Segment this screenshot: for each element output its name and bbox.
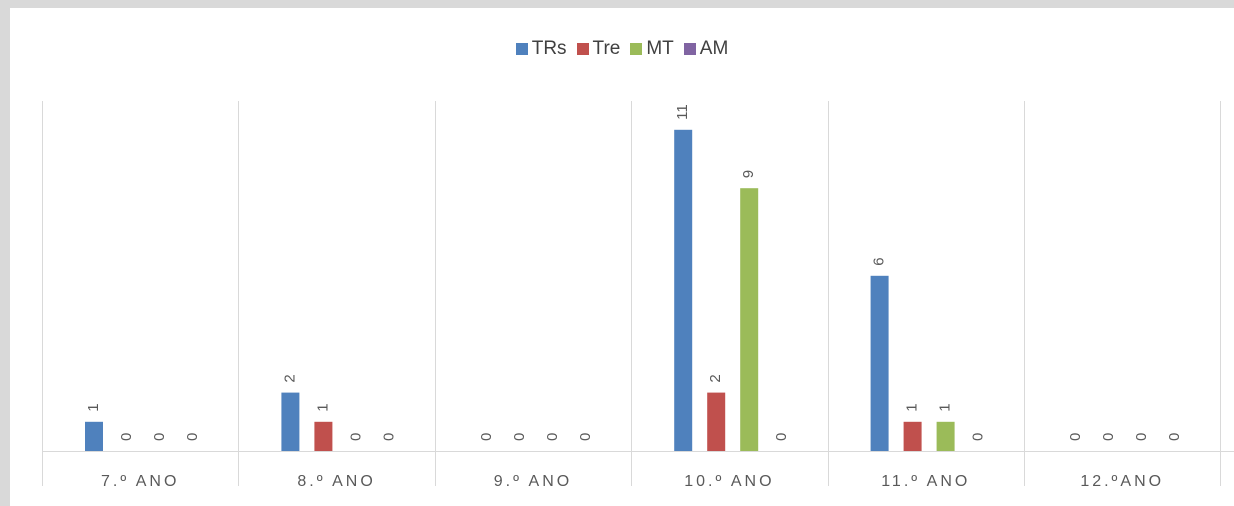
bar: [903, 421, 922, 451]
data-label: 6: [871, 257, 888, 265]
category-label: 8.º ANO: [297, 473, 375, 490]
bar: [707, 392, 726, 451]
data-label: 0: [970, 433, 987, 441]
category-label: 10.º ANO: [684, 473, 774, 490]
data-label: 9: [740, 170, 757, 178]
legend-swatch-am: [683, 43, 696, 55]
data-label: 0: [380, 433, 397, 441]
data-label: 0: [511, 433, 528, 441]
data-label: 0: [118, 433, 135, 441]
data-label: 1: [937, 403, 954, 411]
data-label: 0: [478, 433, 495, 441]
legend-item-mt: MT: [630, 38, 674, 60]
bar: [85, 421, 103, 451]
data-label: 2: [281, 374, 298, 382]
data-label: 0: [1067, 433, 1084, 441]
bar: [870, 275, 889, 451]
category-label: 11.º ANO: [881, 473, 970, 490]
legend-item-tre: Tre: [576, 38, 621, 60]
chart-area: TRs Tre MT AM 1 2 0 11 6 0 0 1 0 2 1 0 0 0 0 9 1 0 0 0 0 0 0 0 7…: [10, 8, 1234, 506]
data-label: 1: [85, 403, 102, 411]
bar: [740, 188, 759, 451]
legend-label-tre: Tre: [592, 38, 621, 59]
data-label: 0: [151, 433, 168, 441]
legend-swatch-tre: [576, 43, 589, 55]
bar: [936, 421, 955, 451]
data-label: 0: [1166, 433, 1183, 441]
bar: [281, 392, 300, 451]
data-label: 2: [707, 374, 724, 382]
bar: [314, 421, 333, 451]
bar: [674, 129, 693, 452]
data-label: 1: [314, 403, 331, 411]
legend-item-am: AM: [683, 38, 729, 60]
legend-item-trs: TRs: [515, 38, 567, 60]
data-label: 0: [577, 433, 594, 441]
data-label: 0: [544, 433, 561, 441]
data-label: 1: [904, 403, 921, 411]
category-label: 9.º ANO: [494, 473, 572, 490]
bar-chart: 1 2 0 11 6 0 0 1 0 2 1 0 0 0 0 9 1 0 0 0 0 0 0 0 7.º ANO 8.º ANO 9…: [42, 101, 1234, 490]
category-label: 12.ºANO: [1080, 473, 1164, 490]
data-label: 11: [674, 104, 691, 120]
data-label: 0: [773, 433, 790, 441]
legend-label-mt: MT: [646, 38, 674, 59]
category-label: 7.º ANO: [101, 473, 179, 490]
legend-swatch-mt: [630, 43, 643, 55]
data-label: 0: [1133, 433, 1150, 441]
legend: TRs Tre MT AM: [10, 38, 1234, 60]
legend-swatch-trs: [515, 43, 528, 55]
data-label: 0: [347, 433, 364, 441]
legend-label-trs: TRs: [531, 38, 567, 59]
data-label: 0: [1100, 433, 1117, 441]
data-label: 0: [184, 433, 201, 441]
legend-label-am: AM: [699, 38, 729, 59]
